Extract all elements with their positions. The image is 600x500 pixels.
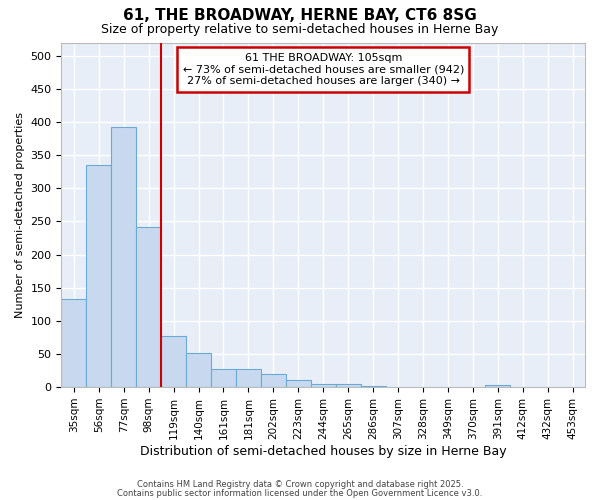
Bar [86,165,111,387]
Bar [61,299,86,387]
Y-axis label: Number of semi-detached properties: Number of semi-detached properties [15,112,25,318]
Text: Contains HM Land Registry data © Crown copyright and database right 2025.: Contains HM Land Registry data © Crown c… [137,480,463,489]
Bar [335,384,361,387]
X-axis label: Distribution of semi-detached houses by size in Herne Bay: Distribution of semi-detached houses by … [140,444,506,458]
Bar [361,386,386,387]
Bar [485,385,510,387]
Text: Size of property relative to semi-detached houses in Herne Bay: Size of property relative to semi-detach… [101,22,499,36]
Bar [136,228,161,387]
Bar [236,369,261,387]
Bar [286,380,311,387]
Bar [111,128,136,387]
Bar [211,369,236,387]
Bar [311,384,335,387]
Text: 61 THE BROADWAY: 105sqm
← 73% of semi-detached houses are smaller (942)
27% of s: 61 THE BROADWAY: 105sqm ← 73% of semi-de… [182,53,464,86]
Bar [161,336,186,387]
Text: 61, THE BROADWAY, HERNE BAY, CT6 8SG: 61, THE BROADWAY, HERNE BAY, CT6 8SG [123,8,477,22]
Bar [186,354,211,387]
Bar [261,374,286,387]
Text: Contains public sector information licensed under the Open Government Licence v3: Contains public sector information licen… [118,488,482,498]
